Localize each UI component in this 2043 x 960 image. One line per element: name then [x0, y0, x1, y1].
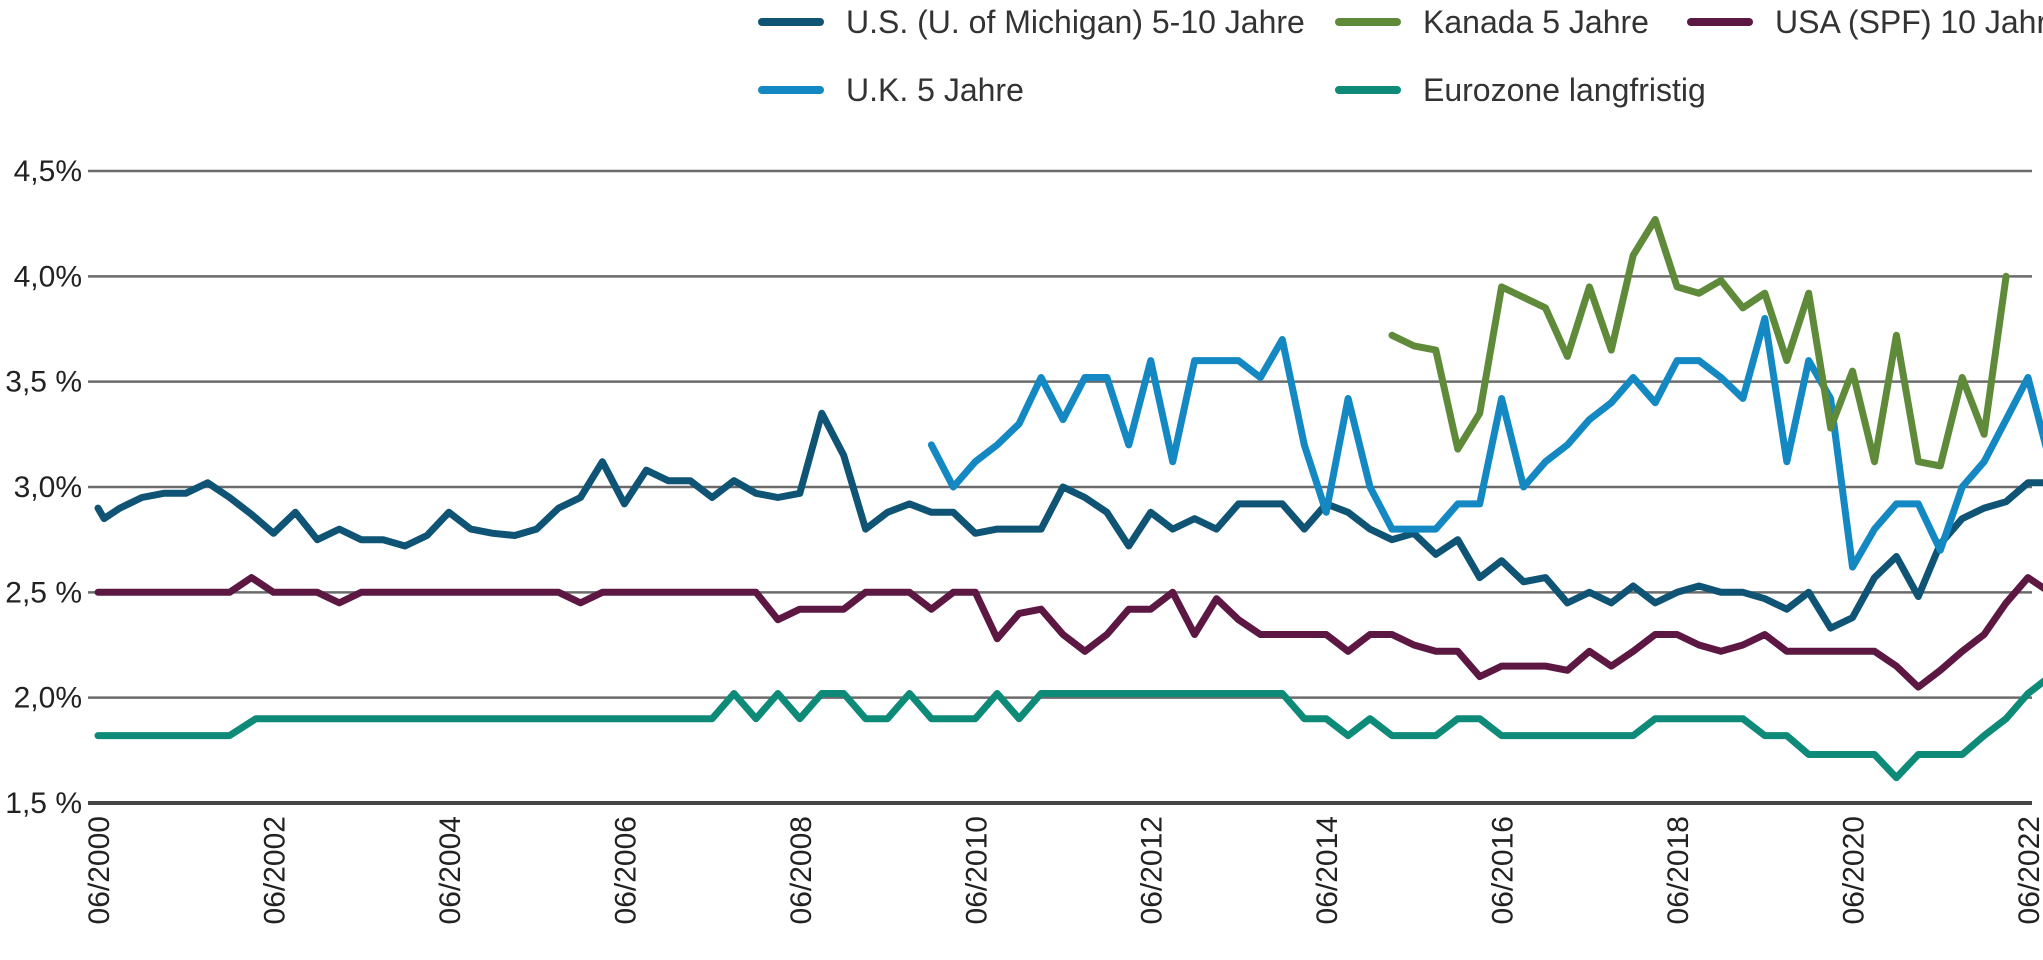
plot-area	[94, 216, 2043, 782]
legend-item-4: U.K. 5 Jahre	[758, 72, 1024, 108]
legend-label: Eurozone langfristig	[1423, 72, 1706, 108]
y-tick-label: 3,5 %	[5, 366, 82, 399]
x-tick-label: 06/2004	[434, 816, 467, 924]
x-tick-label: 06/2014	[1311, 816, 1344, 924]
x-axis-tick-labels: 06/2000 06/2002 06/2004 06/2006 06/2008 06/20…	[83, 816, 2043, 924]
legend-label: U.S. (U. of Michigan) 5-10 Jahre	[846, 4, 1305, 40]
y-tick-label: 1,5 %	[5, 787, 82, 820]
legend-item-1: U.S. (U. of Michigan) 5-10 Jahre	[758, 4, 1305, 40]
x-tick-label: 06/2022	[2013, 816, 2043, 924]
series-line-4	[94, 677, 2043, 782]
series-line-3	[1388, 216, 2010, 470]
legend-item-5: Eurozone langfristig	[1335, 72, 1706, 108]
x-tick-label: 06/2018	[1662, 816, 1695, 924]
legend-item-2: Kanada 5 Jahre	[1335, 4, 1649, 40]
x-tick-label: 06/2012	[1136, 816, 1169, 924]
y-tick-label: 3,0%	[14, 471, 82, 504]
x-tick-label: 06/2020	[1838, 816, 1871, 924]
series-line-5	[94, 574, 2043, 691]
legend-label: USA (SPF) 10 Jahre	[1775, 4, 2043, 40]
series-line-2	[927, 315, 2043, 571]
y-tick-label: 2,0%	[14, 682, 82, 715]
x-tick-label: 06/2016	[1487, 816, 1520, 924]
legend: U.S. (U. of Michigan) 5-10 Jahre Kanada 5…	[758, 4, 2043, 108]
legend-label: Kanada 5 Jahre	[1423, 4, 1649, 40]
legend-item-3: USA (SPF) 10 Jahre	[1687, 4, 2043, 40]
series-line-1	[94, 409, 2043, 632]
y-axis-tick-labels: 1,5 % 2,0% 2,5 % 3,0% 3,5 % 4,0% 4,5%	[5, 155, 82, 820]
x-tick-label: 06/2000	[83, 816, 116, 924]
x-tick-label: 06/2006	[609, 816, 642, 924]
x-tick-label: 06/2010	[960, 816, 993, 924]
x-tick-label: 06/2002	[258, 816, 291, 924]
y-tick-label: 4,5%	[14, 155, 82, 188]
legend-label: U.K. 5 Jahre	[846, 72, 1024, 108]
x-tick-label: 06/2008	[785, 816, 818, 924]
y-tick-label: 4,0%	[14, 260, 82, 293]
y-tick-label: 2,5 %	[5, 576, 82, 609]
